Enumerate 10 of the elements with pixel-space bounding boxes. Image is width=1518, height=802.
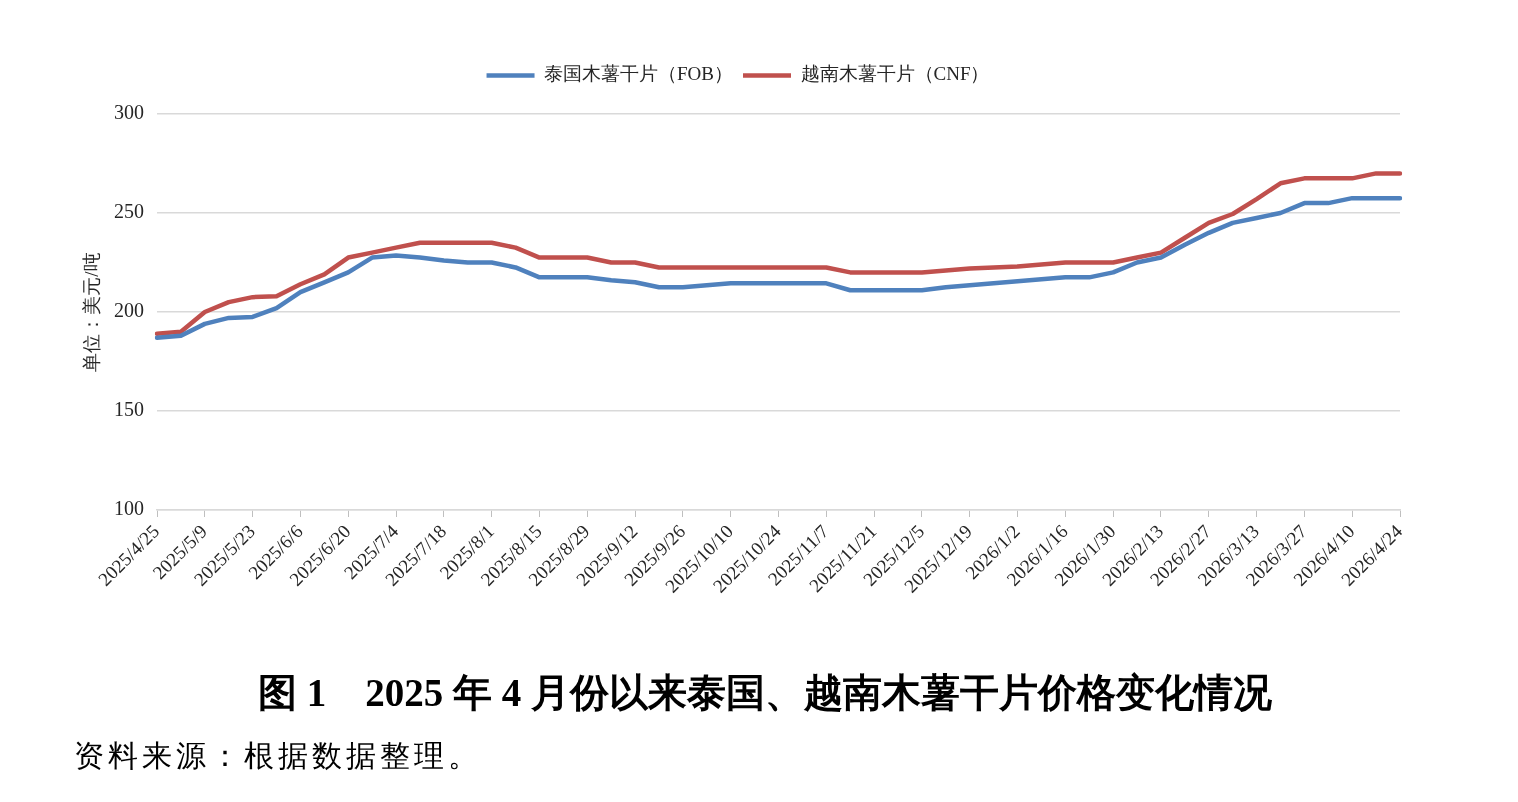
y-tick-label: 250	[114, 200, 144, 223]
y-axis-title: 单位：美元/吨	[81, 252, 103, 372]
legend-label: 泰国木薯干片（FOB）	[544, 63, 734, 85]
y-tick-label: 200	[114, 299, 144, 322]
y-tick-label: 100	[114, 497, 144, 520]
y-tick-label: 150	[114, 398, 144, 421]
legend-label: 越南木薯干片（CNF）	[800, 63, 990, 85]
text: 图 1 2025 年 4 月份以来泰国、越南木薯干片价格变化情况	[257, 670, 1273, 716]
text: 资料来源：根据数据整理。	[74, 738, 482, 774]
y-tick-label: 300	[114, 101, 144, 124]
